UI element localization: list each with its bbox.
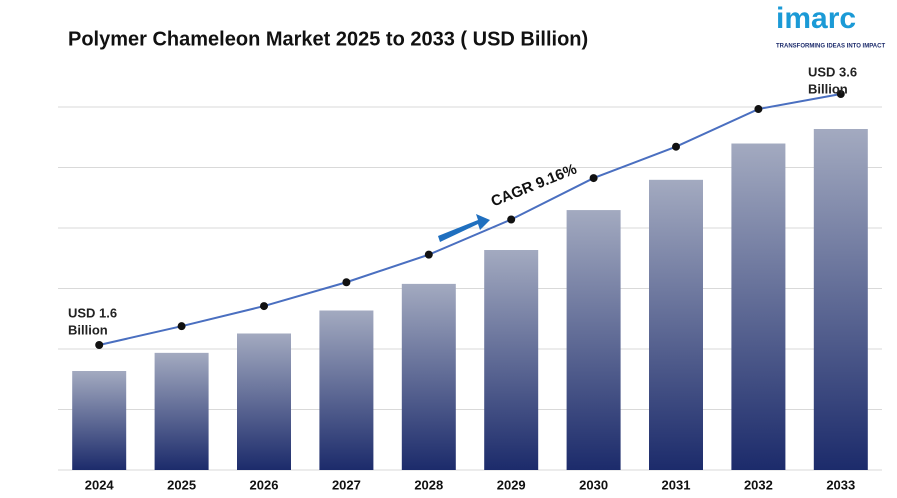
x-tick-label: 2029: [497, 477, 526, 492]
bar: [401, 283, 456, 470]
x-tick-label: 2027: [332, 477, 361, 492]
end-label: Billion: [808, 81, 848, 96]
trend-point: [589, 174, 598, 183]
x-tick-label: 2032: [744, 477, 773, 492]
cagr-arrow: [438, 214, 490, 242]
trend-point: [424, 250, 433, 259]
bar: [813, 129, 868, 470]
bar: [731, 143, 786, 470]
x-tick-label: 2028: [414, 477, 443, 492]
trend-point: [342, 278, 351, 287]
start-label: USD 1.6: [68, 305, 117, 320]
x-tick-label: 2031: [662, 477, 691, 492]
trend-point: [507, 215, 516, 224]
x-tick-label: 2026: [250, 477, 279, 492]
trend-line: [98, 93, 841, 346]
x-tick-label: 2033: [826, 477, 855, 492]
bar: [484, 250, 539, 470]
x-tick-label: 2025: [167, 477, 196, 492]
trend: [95, 90, 845, 349]
chart-title: Polymer Chameleon Market 2025 to 2033 ( …: [68, 28, 588, 50]
logo-name: imarc: [776, 2, 856, 35]
cagr-label: CAGR 9.16%: [489, 161, 580, 211]
trend-point: [754, 105, 763, 114]
x-tick-label: 2024: [85, 477, 115, 492]
x-tick-label: 2030: [579, 477, 608, 492]
bar: [154, 352, 209, 470]
trend-point: [836, 90, 845, 98]
bar: [72, 371, 127, 470]
end-label: USD 3.6: [808, 64, 857, 79]
trend-point: [95, 341, 104, 349]
bar: [237, 333, 291, 470]
bar: [649, 179, 703, 470]
logo-tagline: TRANSFORMING IDEAS INTO IMPACT: [776, 44, 885, 50]
trend-point: [672, 142, 680, 151]
trend-point: [177, 322, 186, 331]
bars: [72, 129, 868, 470]
bar: [566, 210, 621, 470]
trend-point: [260, 302, 268, 311]
start-label: Billion: [68, 322, 108, 337]
bar: [319, 310, 374, 470]
